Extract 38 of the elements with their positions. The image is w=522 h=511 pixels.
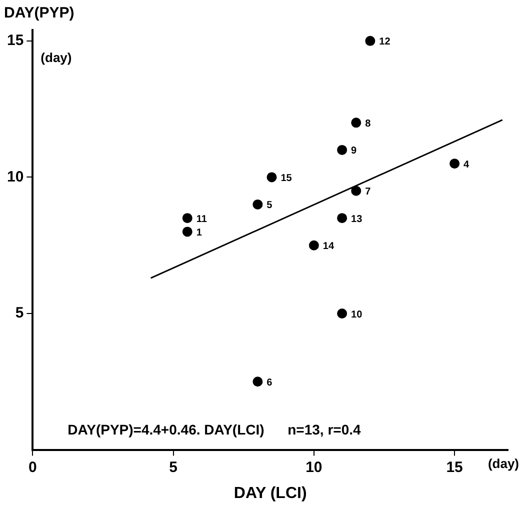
point xyxy=(365,36,376,46)
annotation: 7 xyxy=(365,186,372,198)
point xyxy=(308,240,319,250)
point xyxy=(351,186,362,196)
point xyxy=(266,172,277,182)
point xyxy=(450,158,460,169)
text: (day) xyxy=(488,456,519,471)
annotation: 13 xyxy=(351,214,363,225)
point xyxy=(337,213,348,224)
annotation: 15 xyxy=(280,172,292,184)
annotation: (day) xyxy=(40,50,72,66)
point xyxy=(252,376,263,387)
annotation: 1 xyxy=(196,227,202,238)
point xyxy=(337,308,348,318)
point xyxy=(351,118,362,128)
y-tick-label: 10 xyxy=(6,168,24,186)
point xyxy=(182,213,192,224)
x-tick-label: 5 xyxy=(169,458,178,476)
annotation: 8 xyxy=(365,118,372,130)
y-tick-label: 5 xyxy=(15,304,24,322)
annotation: 4 xyxy=(464,159,470,170)
annotation: 12 xyxy=(379,36,391,48)
annotation: 11 xyxy=(196,214,208,225)
y-tick-label: 15 xyxy=(6,32,24,50)
x-tick-label: 0 xyxy=(28,458,37,476)
point xyxy=(252,199,263,210)
annotation: 14 xyxy=(322,241,334,252)
annotation: 6 xyxy=(266,377,273,388)
point xyxy=(182,226,192,237)
x-axis-title: DAY (LCI) xyxy=(234,484,307,502)
y-axis-title: DAY(PYP) xyxy=(4,4,74,22)
x-tick-label: 10 xyxy=(306,458,322,476)
annotation: 9 xyxy=(351,146,358,157)
x-tick-label: 15 xyxy=(446,458,463,476)
annotation: DAY(PYP)=4.4+0.46. DAY(LCI) n=13, r=0.4 xyxy=(68,422,362,438)
annotation: 10 xyxy=(351,309,363,320)
point xyxy=(337,144,348,155)
annotation: 5 xyxy=(266,200,273,212)
